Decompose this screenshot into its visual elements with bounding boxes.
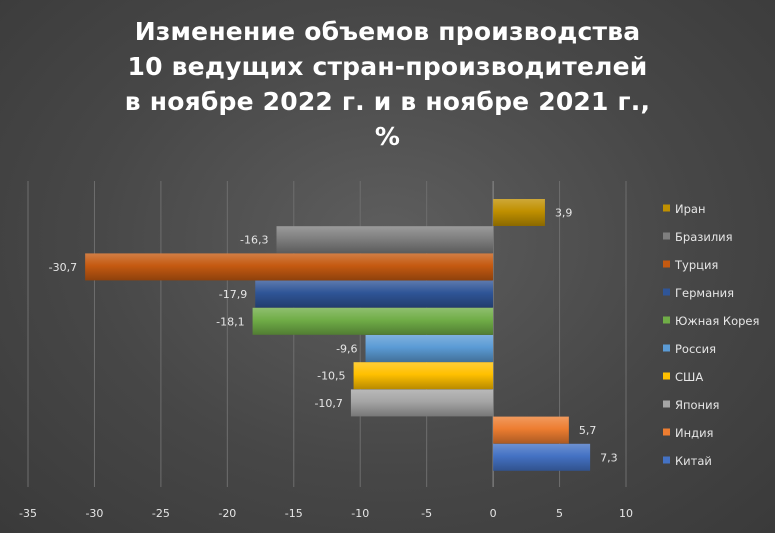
legend-label: Турция bbox=[674, 258, 718, 272]
data-label: -30,7 bbox=[49, 261, 77, 274]
x-tick-label: 0 bbox=[490, 507, 497, 520]
bar-6 bbox=[365, 335, 494, 362]
bar-2 bbox=[276, 226, 494, 254]
bar-9 bbox=[493, 416, 569, 444]
legend-swatch bbox=[663, 204, 670, 212]
bar-8 bbox=[350, 389, 494, 417]
legend-swatch bbox=[663, 260, 670, 268]
bars bbox=[85, 199, 591, 471]
data-labels: 3,9 -16,3 -30,7 -17,9 -18,1 -9,6 -10,5 -10,7 5,7… bbox=[49, 207, 618, 465]
data-label: -10,5 bbox=[317, 370, 345, 383]
legend: Иран Бразилия Турция Германия Южная Корея Рос… bbox=[663, 202, 759, 468]
bar-1 bbox=[493, 199, 545, 226]
data-label: -9,6 bbox=[336, 343, 357, 356]
legend-swatch bbox=[663, 400, 670, 408]
bar-10 bbox=[493, 443, 591, 471]
x-tick-label: -30 bbox=[85, 507, 103, 520]
legend-label: США bbox=[675, 370, 703, 384]
legend-swatch bbox=[663, 344, 670, 352]
x-tick-label: 10 bbox=[619, 507, 633, 520]
x-axis-ticks: -35 -30 -25 -20 -15 -10 -5 0 5 10 bbox=[19, 507, 633, 520]
legend-label: Китай bbox=[675, 454, 712, 468]
bar-7 bbox=[353, 362, 494, 390]
data-label: -16,3 bbox=[240, 234, 268, 247]
legend-swatch bbox=[663, 316, 670, 324]
legend-label: Южная Корея bbox=[675, 314, 759, 328]
data-label: 5,7 bbox=[579, 424, 597, 437]
bar-3 bbox=[85, 253, 494, 281]
data-label: 7,3 bbox=[600, 451, 618, 464]
x-tick-label: -20 bbox=[218, 507, 236, 520]
data-label: -17,9 bbox=[219, 288, 247, 301]
x-tick-label: -10 bbox=[351, 507, 369, 520]
data-label: 3,9 bbox=[555, 207, 573, 220]
legend-label: Япония bbox=[675, 398, 719, 412]
legend-label: Германия bbox=[675, 286, 734, 300]
legend-swatch bbox=[663, 288, 670, 296]
legend-label: Индия bbox=[675, 426, 713, 440]
data-label: -18,1 bbox=[216, 315, 244, 328]
legend-swatch bbox=[663, 456, 670, 464]
legend-swatch bbox=[663, 428, 670, 436]
x-tick-label: -15 bbox=[285, 507, 303, 520]
legend-swatch bbox=[663, 232, 670, 240]
x-tick-label: -25 bbox=[152, 507, 170, 520]
bar-5 bbox=[252, 307, 494, 335]
legend-swatch bbox=[663, 372, 670, 380]
x-tick-label: -5 bbox=[421, 507, 432, 520]
x-tick-label: 5 bbox=[556, 507, 563, 520]
chart-title: Изменение объемов производства 10 ведущи… bbox=[124, 17, 651, 151]
data-label: -10,7 bbox=[314, 397, 342, 410]
legend-label: Иран bbox=[675, 202, 705, 216]
x-tick-label: -35 bbox=[19, 507, 37, 520]
bar-4 bbox=[255, 280, 494, 308]
legend-label: Россия bbox=[675, 342, 716, 356]
legend-label: Бразилия bbox=[675, 230, 733, 244]
